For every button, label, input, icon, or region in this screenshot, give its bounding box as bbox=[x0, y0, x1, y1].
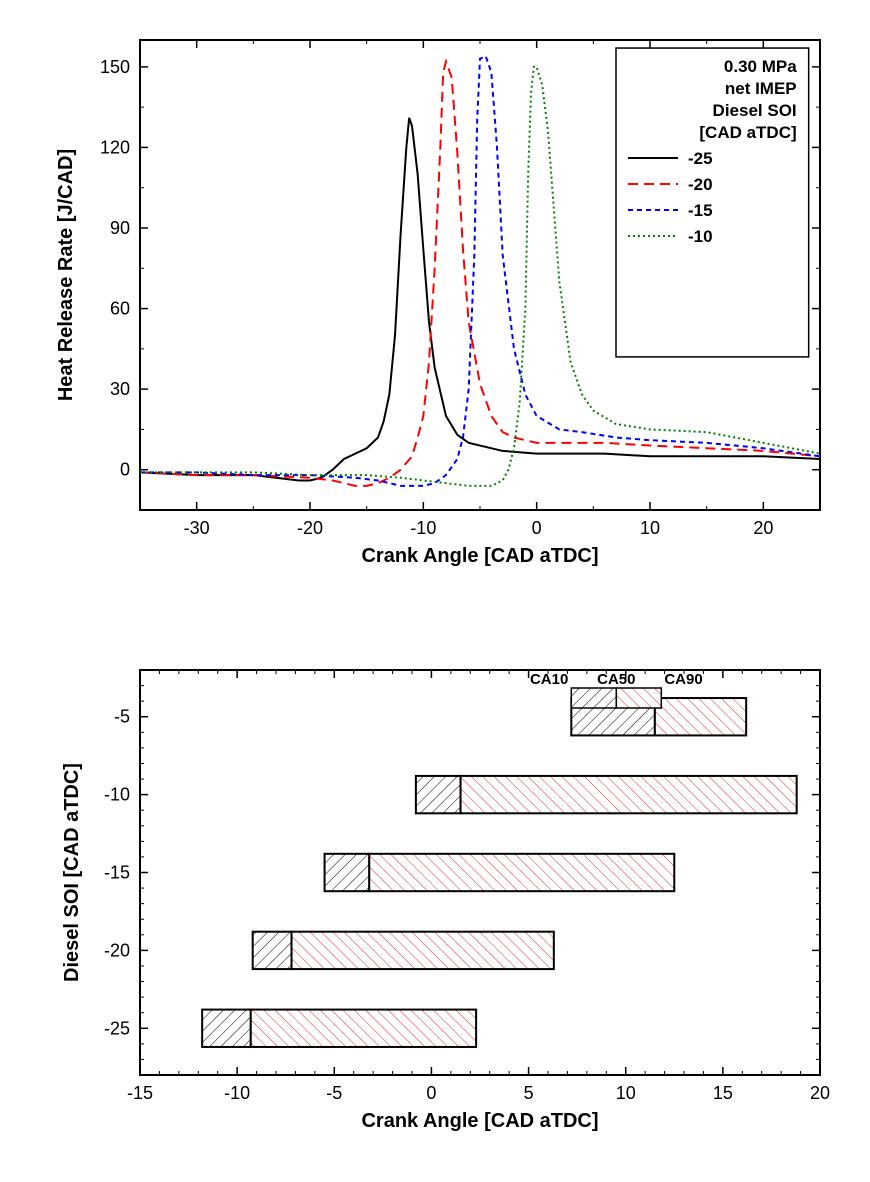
x-tick-label: 20 bbox=[810, 1083, 830, 1103]
y-axis-label: Diesel SOI [CAD aTDC] bbox=[61, 763, 83, 982]
x-tick-label: -30 bbox=[184, 518, 210, 538]
legend-label: -10 bbox=[688, 227, 713, 246]
bar-segment-ca10-ca50 bbox=[253, 932, 292, 969]
legend-label: -15 bbox=[688, 201, 713, 220]
y-tick-label: 0 bbox=[120, 460, 130, 480]
legend-title-line: 0.30 MPa bbox=[724, 57, 797, 76]
x-tick-label: -10 bbox=[224, 1083, 250, 1103]
bar-segment-ca10-ca50 bbox=[202, 1010, 251, 1047]
x-axis-label: Crank Angle [CAD aTDC] bbox=[361, 1110, 598, 1132]
x-tick-label: 20 bbox=[753, 518, 773, 538]
x-tick-label: 0 bbox=[532, 518, 542, 538]
x-tick-label: -10 bbox=[410, 518, 436, 538]
legend-ca90: CA90 bbox=[664, 671, 702, 688]
line-chart: -30 -20 -10 0 10 20 0 30 60 90 120 150 0.30 MPa net I… bbox=[55, 40, 820, 567]
legend-ca10: CA10 bbox=[530, 671, 568, 688]
legend-ca50: CA50 bbox=[597, 671, 635, 688]
x-tick-label: 10 bbox=[616, 1083, 636, 1103]
legend-title-line: [CAD aTDC] bbox=[699, 123, 796, 142]
y-tick-label: 90 bbox=[110, 218, 130, 238]
y-tick-label: -15 bbox=[104, 863, 130, 883]
y-axis-label: Heat Release Rate [J/CAD] bbox=[55, 149, 77, 401]
bar-segment-ca50-ca90 bbox=[461, 776, 797, 813]
y-tick-label: -5 bbox=[114, 707, 130, 727]
y-tick-label: -20 bbox=[104, 940, 130, 960]
x-tick-label: -20 bbox=[297, 518, 323, 538]
bar-segment-ca50-ca90 bbox=[251, 1010, 476, 1047]
x-tick-label: 0 bbox=[426, 1083, 436, 1103]
legend-title-line: Diesel SOI bbox=[713, 101, 797, 120]
legend-label: -20 bbox=[688, 175, 713, 194]
bar-segment-ca50-ca90 bbox=[655, 698, 746, 735]
legend-title-line: net IMEP bbox=[725, 79, 797, 98]
bar-segment-ca10-ca50 bbox=[325, 854, 370, 891]
figure-container: -30-20-100102003060901201500.30 MPanet I… bbox=[0, 0, 870, 1182]
bar-segment-ca50-ca90 bbox=[292, 932, 554, 969]
bar-segment-ca10-ca50 bbox=[416, 776, 461, 813]
x-tick-label: 10 bbox=[640, 518, 660, 538]
legend-swatch-black bbox=[571, 688, 616, 708]
x-tick-label: -15 bbox=[127, 1083, 153, 1103]
legend-swatch-red bbox=[616, 688, 661, 708]
figure-svg: -30-20-100102003060901201500.30 MPanet I… bbox=[0, 0, 870, 1182]
y-tick-label: -10 bbox=[104, 785, 130, 805]
y-tick-label: -25 bbox=[104, 1018, 130, 1038]
x-tick-label: 5 bbox=[524, 1083, 534, 1103]
y-tick-label: 30 bbox=[110, 379, 130, 399]
legend-label: -25 bbox=[688, 149, 713, 168]
y-tick-label: 60 bbox=[110, 299, 130, 319]
x-axis-label: Crank Angle [CAD aTDC] bbox=[361, 545, 598, 567]
bar-segment-ca50-ca90 bbox=[369, 854, 674, 891]
y-tick-label: 150 bbox=[100, 57, 130, 77]
x-tick-label: 15 bbox=[713, 1083, 733, 1103]
bar-chart: -15 -10 -5 0 5 10 15 20 -25 -20 -15 -10 -5 CA10 CA50 CA… bbox=[61, 670, 830, 1132]
y-tick-label: 120 bbox=[100, 137, 130, 157]
x-tick-label: -5 bbox=[326, 1083, 342, 1103]
